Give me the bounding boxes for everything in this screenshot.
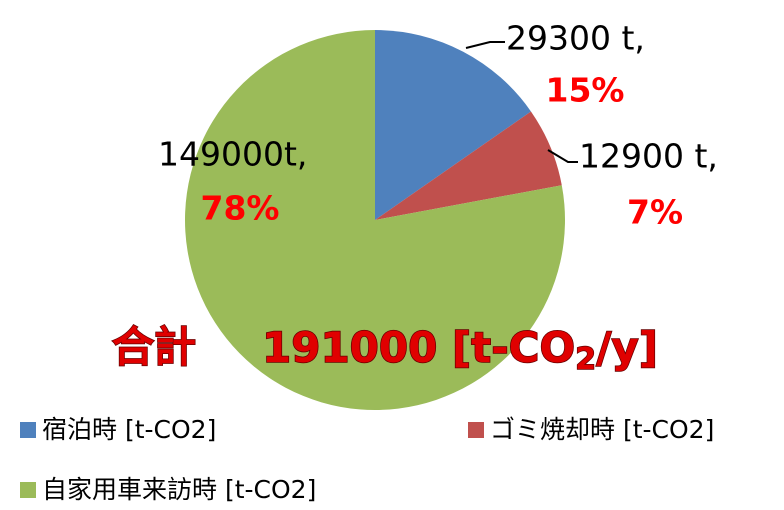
total-main: 191000 [t-CO (262, 323, 575, 372)
pie (184, 30, 565, 411)
value-label: 12900 t, (579, 137, 718, 176)
value-label: 149000t, (158, 135, 307, 174)
total-end: /y] (596, 323, 658, 372)
legend-label: 自家用車来訪時 [t-CO2] (42, 475, 316, 504)
leader-line (465, 41, 505, 49)
leader-line (547, 149, 578, 163)
total-value: 191000 [t-CO2/y] (262, 323, 658, 377)
legend-label: ゴミ焼却時 [t-CO2] (490, 415, 714, 444)
legend-swatch (20, 422, 36, 438)
percent-label: 7% (627, 193, 683, 232)
legend-swatch (468, 422, 484, 438)
percent-label: 78% (201, 189, 280, 228)
pie-slice (375, 30, 531, 220)
percent-label: 15% (546, 71, 625, 110)
pie-slice (375, 111, 562, 220)
value-label: 29300 t, (506, 19, 645, 58)
pie-slice (184, 30, 565, 411)
total-sub: 2 (575, 342, 596, 377)
legend-swatch (20, 482, 36, 498)
total-label: 合計 (112, 323, 196, 372)
legend-label: 宿泊時 [t-CO2] (42, 415, 216, 444)
legend: 宿泊時 [t-CO2] ゴミ焼却時 [t-CO2] 自家用車来訪時 [t-CO2] (20, 415, 714, 504)
